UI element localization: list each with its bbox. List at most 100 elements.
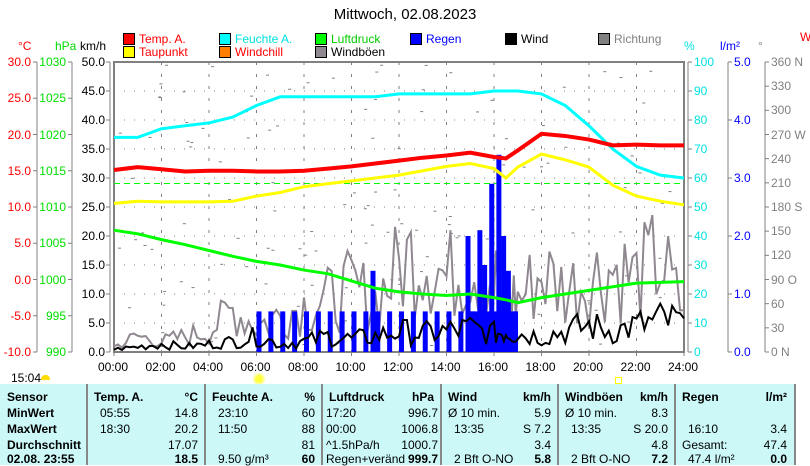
cell-value: 4.8 xyxy=(651,438,668,452)
row-label: Sensor xyxy=(7,390,48,404)
tick-label: 0 xyxy=(694,345,701,359)
rain-bar xyxy=(434,311,440,352)
legend-swatch xyxy=(219,46,231,58)
cell-label: 05:55 xyxy=(100,406,131,420)
cell-value: 17.07 xyxy=(167,438,198,452)
direction-dot xyxy=(433,210,437,212)
cell-value: 1000.7 xyxy=(401,438,438,452)
direction-dot xyxy=(186,140,190,142)
tick-label: 50 xyxy=(694,200,708,214)
direction-dot xyxy=(185,121,189,123)
tick-label: 60 xyxy=(694,171,708,185)
legend-swatch xyxy=(315,33,327,45)
column-unit: km/h xyxy=(639,390,668,404)
column-divider xyxy=(674,384,676,465)
tick-label: 360 N xyxy=(771,55,804,69)
direction-dot xyxy=(118,132,122,134)
direction-dot xyxy=(424,64,428,66)
column-title: Temp. A. xyxy=(94,390,144,404)
direction-dot xyxy=(541,125,545,127)
time-label: 00:00 xyxy=(98,360,129,374)
direction-dot xyxy=(161,332,165,334)
legend-swatch xyxy=(598,33,610,45)
cell-value: 14.8 xyxy=(174,406,198,420)
cell-value: 5.8 xyxy=(534,452,551,466)
direction-dot xyxy=(190,142,194,144)
direction-dot xyxy=(179,281,183,283)
tick-label: 20.0 xyxy=(81,229,105,243)
rain-bar xyxy=(280,311,286,352)
tick-label: 15.0 xyxy=(7,163,31,178)
tick-label: 20 xyxy=(694,287,708,301)
time-label: 16:00 xyxy=(478,360,509,374)
cell-value: 88 xyxy=(301,422,315,436)
tick-label: 10.0 xyxy=(7,200,31,214)
time-label: 12:00 xyxy=(383,360,414,374)
tick-label: 2.0 xyxy=(734,229,751,243)
direction-dot xyxy=(419,271,423,273)
direction-dot xyxy=(159,83,163,85)
direction-dot xyxy=(250,95,254,97)
direction-dot xyxy=(490,99,494,101)
legend-item: Taupunkt xyxy=(123,45,188,59)
column-title: Regen xyxy=(682,390,719,404)
legend-swatch xyxy=(410,33,422,45)
direction-dot xyxy=(271,249,275,251)
column-divider xyxy=(794,384,796,465)
direction-dot xyxy=(571,232,575,234)
column-title: Wind xyxy=(448,390,478,404)
direction-dot xyxy=(134,239,138,241)
chart-title: Mittwoch, 02.08.2023 xyxy=(333,6,477,23)
column-divider xyxy=(321,384,323,465)
cell-value: S 7.2 xyxy=(522,422,551,436)
cell-value: 3.4 xyxy=(534,438,551,452)
legend-item: Feuchte A. xyxy=(219,32,292,46)
column-unit: l/m² xyxy=(765,390,787,404)
direction-dot xyxy=(207,351,211,353)
direction-dot xyxy=(537,313,541,315)
rain-bar xyxy=(339,311,345,352)
direction-dot xyxy=(201,127,205,129)
direction-dot xyxy=(210,341,214,343)
column-title: Feuchte A. xyxy=(212,390,273,404)
direction-dot xyxy=(616,142,620,144)
series-feuchte xyxy=(114,89,685,180)
legend-label: Richtung xyxy=(614,32,662,46)
direction-dot xyxy=(182,91,186,93)
axis-unit-dir: ° xyxy=(758,39,763,53)
tick-label: 30 xyxy=(694,258,708,272)
direction-dot xyxy=(630,155,634,157)
sunrise-icon xyxy=(255,375,263,383)
direction-dot xyxy=(310,284,314,286)
tick-label: 240 xyxy=(771,151,792,166)
status-time: 15:04 xyxy=(11,371,42,385)
time-label: 06:00 xyxy=(240,360,271,374)
cell-value: 60 xyxy=(301,406,315,420)
rain-bar xyxy=(489,183,495,352)
legend-item: Regen xyxy=(410,32,461,46)
direction-dot xyxy=(380,64,384,66)
legend-swatch xyxy=(123,33,135,45)
tick-label: -5.0 xyxy=(10,308,31,323)
column-unit: hPa xyxy=(411,390,434,404)
cell-value: 8.3 xyxy=(651,406,668,420)
direction-dot xyxy=(160,345,164,347)
direction-dot xyxy=(476,111,480,113)
direction-dot xyxy=(366,205,370,207)
tick-label: 5.0 xyxy=(734,55,751,69)
direction-dot xyxy=(344,287,348,289)
tick-label: 150 xyxy=(771,224,792,239)
tick-label: 50.0 xyxy=(81,55,105,69)
direction-dot xyxy=(364,242,368,244)
direction-dot xyxy=(564,146,568,148)
cell-label: 23:10 xyxy=(218,406,249,420)
direction-dot xyxy=(158,97,162,99)
tick-label: 30.0 xyxy=(81,171,105,185)
cell-value: 18.5 xyxy=(174,452,198,466)
cell-label: 9.50 g/m³ xyxy=(218,452,269,466)
direction-dot xyxy=(397,148,401,150)
time-label: 20:00 xyxy=(573,360,604,374)
cell-value: 0.0 xyxy=(770,452,787,466)
direction-dot xyxy=(148,136,152,138)
rain-bar xyxy=(327,311,333,352)
